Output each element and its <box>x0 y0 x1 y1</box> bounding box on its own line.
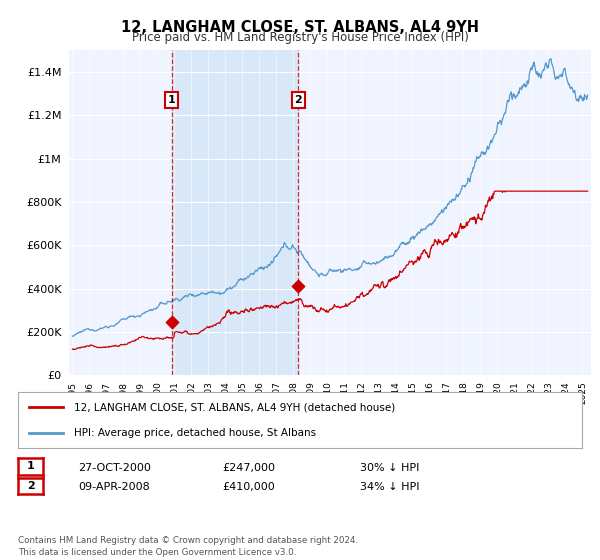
Text: 12, LANGHAM CLOSE, ST. ALBANS, AL4 9YH (detached house): 12, LANGHAM CLOSE, ST. ALBANS, AL4 9YH (… <box>74 402 395 412</box>
Bar <box>172 50 298 375</box>
Text: 34% ↓ HPI: 34% ↓ HPI <box>360 482 419 492</box>
Text: 09-APR-2008: 09-APR-2008 <box>78 482 150 492</box>
Text: £410,000: £410,000 <box>222 482 275 492</box>
Text: 2: 2 <box>295 95 302 105</box>
Text: HPI: Average price, detached house, St Albans: HPI: Average price, detached house, St A… <box>74 428 317 438</box>
Text: 30% ↓ HPI: 30% ↓ HPI <box>360 463 419 473</box>
Point <box>293 282 303 291</box>
Text: 27-OCT-2000: 27-OCT-2000 <box>78 463 151 473</box>
Text: 12, LANGHAM CLOSE, ST. ALBANS, AL4 9YH: 12, LANGHAM CLOSE, ST. ALBANS, AL4 9YH <box>121 20 479 35</box>
Text: Price paid vs. HM Land Registry's House Price Index (HPI): Price paid vs. HM Land Registry's House … <box>131 31 469 44</box>
Text: 2: 2 <box>27 481 34 491</box>
Text: £247,000: £247,000 <box>222 463 275 473</box>
Text: 1: 1 <box>27 461 34 472</box>
Point <box>167 317 176 326</box>
Text: 1: 1 <box>167 95 175 105</box>
Text: Contains HM Land Registry data © Crown copyright and database right 2024.
This d: Contains HM Land Registry data © Crown c… <box>18 536 358 557</box>
